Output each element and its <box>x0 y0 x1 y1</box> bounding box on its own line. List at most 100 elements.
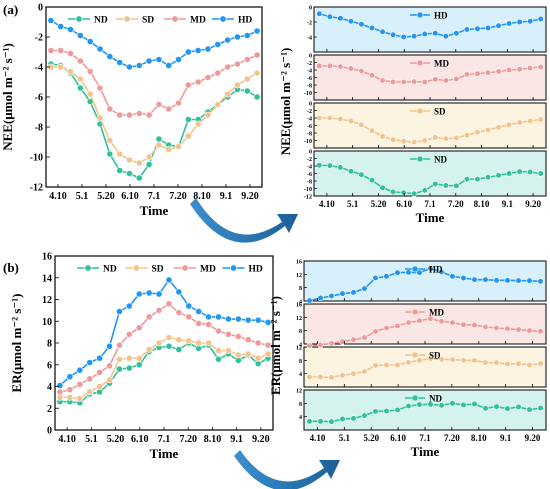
data-point-chart-a-small-SD-20 <box>527 117 534 125</box>
data-point-chart-a-small-MD-18 <box>505 66 513 74</box>
data-point-chart-b-small-ND-5 <box>361 412 368 419</box>
data-point-chart-b-small-ND-1 <box>317 418 324 425</box>
chart-b-legend-label-SD: SD <box>152 265 164 275</box>
data-point-chart-b-SD-14 <box>195 339 203 347</box>
chart-b-small-panel-MD-ytick-label-0: 4 <box>299 343 302 349</box>
data-point-chart-b-small-MD-19 <box>515 326 522 333</box>
data-point-chart-b-SD-7 <box>125 354 133 362</box>
data-point-chart-a-small-HD-13 <box>453 30 460 37</box>
chart-b-ytick-label-4: 8 <box>47 339 52 350</box>
chart-a-small-panel-SD-ytick-label-0: 0 <box>309 102 312 108</box>
chart-a-small-panel-SD-ytick-label-5: -10 <box>304 139 312 145</box>
data-point-chart-a-small-HD-6 <box>379 28 386 35</box>
data-point-chart-b-MD-4 <box>96 368 103 376</box>
data-point-chart-a-MD-3 <box>76 57 84 65</box>
curved-arrow-bottom <box>234 450 340 489</box>
data-point-chart-b-small-ND-3 <box>339 415 346 423</box>
data-point-chart-a-small-HD-16 <box>484 24 492 32</box>
data-point-chart-b-HD-0 <box>56 382 64 389</box>
data-point-chart-b-small-SD-10 <box>416 357 423 364</box>
chart-b-xtick-label-4: 7.1 <box>158 434 171 445</box>
data-point-chart-b-ND-11 <box>165 342 173 350</box>
chart-a-small-panel-HD-legend-label: HD <box>434 11 448 21</box>
series-line-chart-b-ND <box>59 342 269 404</box>
chart-a-small-panel-MD-legend-marker <box>416 59 424 67</box>
data-point-chart-b-MD-20 <box>254 339 262 347</box>
data-point-chart-b-small-MD-15 <box>471 321 478 329</box>
chart-b-ytick-label-8: 16 <box>42 252 52 263</box>
data-point-chart-b-small-HD-10 <box>416 269 423 276</box>
data-point-chart-a-MD-18 <box>224 63 232 71</box>
data-point-chart-a-small-HD-18 <box>505 20 513 27</box>
data-point-chart-a-small-MD-6 <box>379 77 386 84</box>
data-point-chart-a-small-ND-11 <box>432 180 439 188</box>
chart-a-small-panel-ND-ytick-label-4: -8 <box>307 180 312 186</box>
data-point-chart-a-small-MD-15 <box>474 70 481 77</box>
data-point-chart-a-SD-3 <box>76 75 84 83</box>
data-point-chart-a-HD-21 <box>253 27 261 35</box>
chart-a-legend-label-ND: ND <box>94 16 108 26</box>
data-point-chart-a-small-MD-0 <box>316 62 323 69</box>
data-point-chart-a-SD-14 <box>184 132 192 140</box>
chart-a-legend-marker-HD <box>219 15 227 23</box>
data-point-chart-a-small-HD-7 <box>389 31 397 38</box>
data-point-chart-b-small-ND-11 <box>427 401 434 408</box>
chart-b-small-ylabel: ER(μmol m⁻² s⁻¹) <box>268 296 283 395</box>
chart-b-small-panel-ND-ytick-label-0: 4 <box>299 415 302 421</box>
data-point-chart-a-SD-8 <box>126 156 133 164</box>
data-point-chart-b-ND-16 <box>215 355 222 363</box>
chart-b-legend-label-ND: ND <box>103 265 117 275</box>
chart-a-small-panel-MD-ytick-label-5: -10 <box>304 91 312 97</box>
data-point-chart-b-MD-11 <box>165 300 173 308</box>
chart-a-small-panel-ND-legend-marker <box>416 155 424 163</box>
chart-b-xtick-label-8: 9.20 <box>252 434 270 445</box>
chart-a-xtick-label-0: 4.10 <box>49 191 67 202</box>
data-point-chart-a-small-HD-5 <box>368 24 376 32</box>
data-point-chart-a-HD-8 <box>126 63 133 71</box>
data-point-chart-a-HD-16 <box>204 45 212 53</box>
data-point-chart-a-ND-8 <box>126 170 133 177</box>
data-point-chart-b-SD-6 <box>116 355 123 363</box>
data-point-chart-b-small-ND-15 <box>471 400 478 408</box>
data-point-chart-b-small-SD-21 <box>537 360 544 367</box>
data-point-chart-a-SD-20 <box>243 75 251 83</box>
data-point-chart-a-HD-5 <box>96 45 104 53</box>
chart-a-xtick-label-1: 5.1 <box>76 191 89 202</box>
series-line-chart-a-small-MD <box>319 65 541 83</box>
data-point-chart-b-small-ND-20 <box>526 406 533 413</box>
data-point-chart-b-small-MD-14 <box>460 321 467 328</box>
data-point-chart-b-small-HD-21 <box>537 278 544 285</box>
chart-b-small-xlabel: Time <box>411 444 440 459</box>
data-point-chart-b-small-ND-4 <box>350 415 357 422</box>
data-point-chart-b-small-MD-5 <box>361 334 368 341</box>
chart-a-small-panel-ND-xtick-label-1: 5.1 <box>347 199 359 209</box>
data-point-chart-a-HD-12 <box>165 62 173 69</box>
series-line-chart-b-HD <box>59 278 269 387</box>
data-point-chart-b-HD-18 <box>234 315 242 323</box>
data-point-chart-b-small-ND-13 <box>449 400 456 407</box>
data-point-chart-a-small-SD-12 <box>442 135 449 142</box>
data-point-chart-a-small-SD-10 <box>421 137 428 144</box>
data-point-chart-a-small-ND-7 <box>389 188 397 195</box>
data-point-chart-a-MD-8 <box>126 111 133 119</box>
data-point-chart-a-HD-6 <box>106 53 114 60</box>
data-point-chart-b-small-SD-1 <box>317 373 324 381</box>
data-point-chart-b-small-MD-16 <box>482 323 489 331</box>
data-point-chart-b-small-ND-6 <box>372 408 379 415</box>
data-point-chart-b-MD-5 <box>106 362 113 370</box>
chart-a-small-panel-MD-ytick-label-4: -8 <box>307 84 312 90</box>
data-point-chart-a-small-ND-3 <box>347 168 355 175</box>
chart-a-small-panel-MD-bg <box>313 54 547 101</box>
data-point-chart-a-HD-10 <box>145 57 153 65</box>
data-point-chart-a-SD-16 <box>204 111 212 119</box>
data-point-chart-a-SD-6 <box>106 137 114 144</box>
data-point-chart-a-small-ND-4 <box>358 171 365 178</box>
data-point-chart-a-MD-10 <box>145 111 153 119</box>
data-point-chart-a-small-ND-21 <box>537 170 544 177</box>
data-point-chart-b-small-ND-2 <box>328 418 335 425</box>
data-point-chart-a-HD-14 <box>184 48 192 56</box>
chart-b-xtick-label-5: 7.20 <box>179 434 197 445</box>
chart-a-small-panel-SD-ytick-label-4: -8 <box>307 132 312 138</box>
data-point-chart-b-small-ND-10 <box>416 401 423 408</box>
data-point-chart-b-small-HD-14 <box>460 274 467 282</box>
